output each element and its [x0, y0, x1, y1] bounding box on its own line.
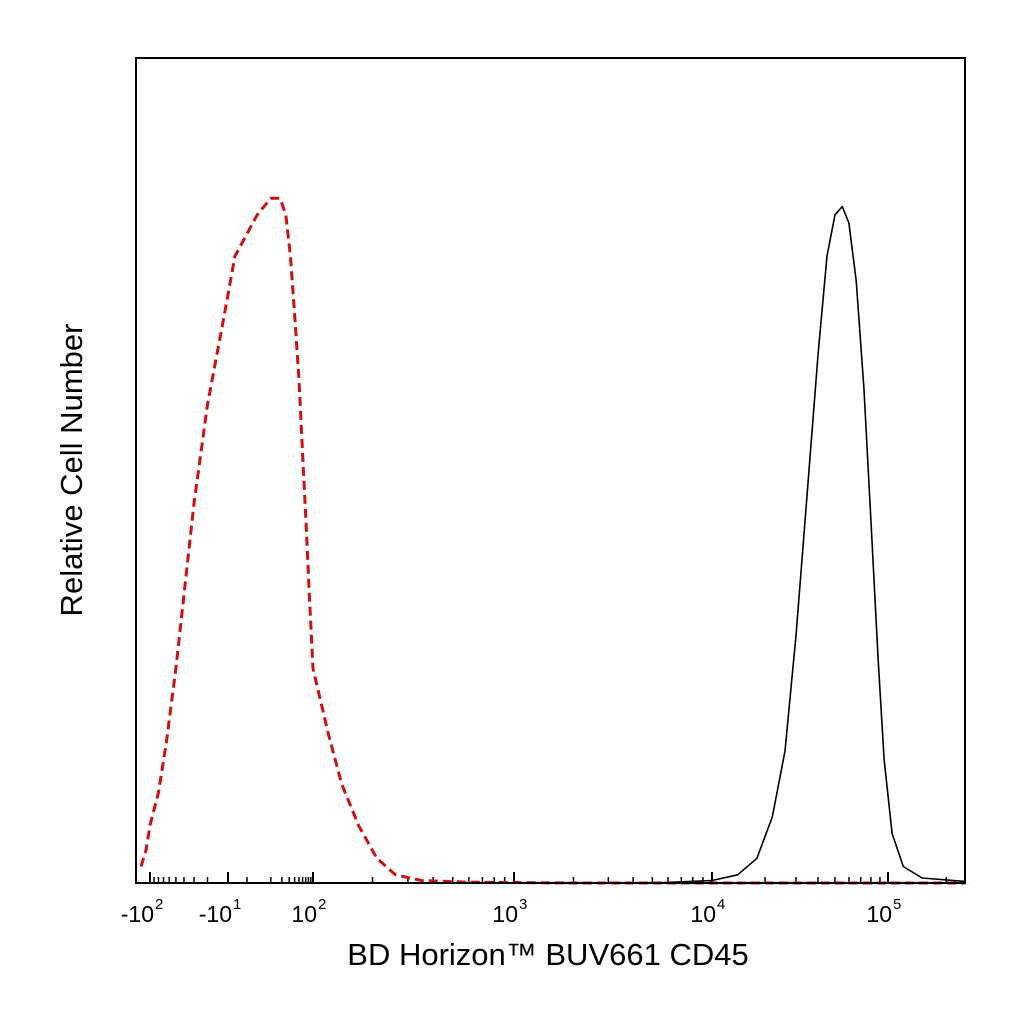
- x-tick-label-base: -10: [199, 901, 232, 927]
- x-tick-label: 10: [866, 901, 892, 927]
- y-axis-title: Relative Cell Number: [54, 324, 89, 617]
- x-tick-label: -10: [121, 901, 154, 927]
- x-tick-label-base: 10: [690, 901, 716, 927]
- x-tick-label-base: 10: [291, 901, 317, 927]
- x-axis-title: BD Horizon™ BUV661 CD45: [347, 937, 748, 972]
- x-tick-label-base: 10: [492, 901, 518, 927]
- x-tick-label-exponent: 1: [233, 896, 241, 913]
- x-tick-label: -10: [199, 901, 232, 927]
- plot-frame: [135, 57, 966, 884]
- series-layer: [139, 196, 966, 885]
- x-tick-label-exponent: 2: [318, 896, 326, 913]
- x-tick-label-exponent: 4: [717, 896, 725, 913]
- series-2-curve: [652, 205, 966, 884]
- x-tick-label-exponent: 5: [893, 896, 901, 913]
- x-tick-label-exponent: 2: [155, 896, 163, 913]
- x-tick-label-base: -10: [121, 901, 154, 927]
- series-1-curve: [139, 196, 965, 885]
- x-tick-label: 10: [291, 901, 317, 927]
- x-tick-label-exponent: 3: [519, 896, 527, 913]
- x-tick-label: 10: [690, 901, 716, 927]
- x-tick-label-base: 10: [866, 901, 892, 927]
- x-tick-labels: -10 2 -10 1 10 2 10 3 10 4 10 5: [121, 896, 902, 927]
- x-tick-label: 10: [492, 901, 518, 927]
